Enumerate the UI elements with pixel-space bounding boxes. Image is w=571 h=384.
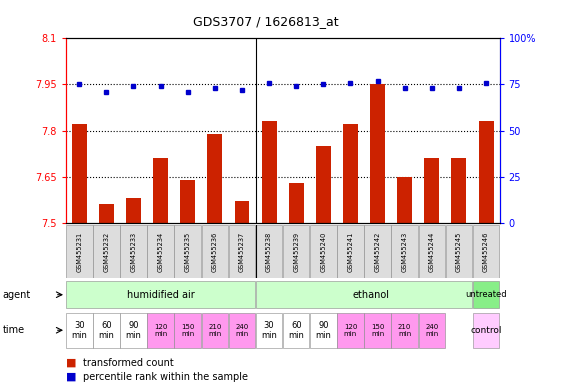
FancyBboxPatch shape — [120, 225, 147, 278]
Text: 120
min: 120 min — [344, 324, 357, 337]
Bar — [397, 177, 412, 223]
Text: untreated: untreated — [465, 290, 507, 299]
Text: GSM455240: GSM455240 — [320, 231, 327, 272]
Text: GSM455243: GSM455243 — [401, 232, 408, 271]
Bar — [316, 146, 331, 223]
Text: GSM455235: GSM455235 — [184, 232, 191, 271]
Text: 150
min: 150 min — [181, 324, 194, 337]
FancyBboxPatch shape — [256, 313, 283, 348]
Bar — [452, 158, 467, 223]
Text: GSM455232: GSM455232 — [103, 232, 110, 271]
FancyBboxPatch shape — [228, 313, 255, 348]
Text: 240
min: 240 min — [235, 324, 248, 337]
Bar — [478, 121, 493, 223]
FancyBboxPatch shape — [445, 225, 472, 278]
Text: 90
min: 90 min — [126, 321, 142, 340]
FancyBboxPatch shape — [473, 225, 500, 278]
Bar — [235, 201, 250, 223]
Text: agent: agent — [3, 290, 31, 300]
Text: 90
min: 90 min — [315, 321, 331, 340]
FancyBboxPatch shape — [473, 313, 500, 348]
FancyBboxPatch shape — [364, 225, 391, 278]
Bar — [207, 134, 222, 223]
FancyBboxPatch shape — [66, 225, 93, 278]
Bar — [180, 180, 195, 223]
Text: GSM455238: GSM455238 — [266, 232, 272, 271]
FancyBboxPatch shape — [174, 313, 201, 348]
Text: GSM455234: GSM455234 — [158, 232, 164, 271]
Text: GSM455244: GSM455244 — [429, 231, 435, 272]
FancyBboxPatch shape — [147, 313, 174, 348]
Text: 240
min: 240 min — [425, 324, 439, 337]
Text: 120
min: 120 min — [154, 324, 167, 337]
FancyBboxPatch shape — [66, 281, 255, 308]
Bar — [99, 204, 114, 223]
FancyBboxPatch shape — [310, 225, 337, 278]
Bar — [370, 84, 385, 223]
FancyBboxPatch shape — [391, 313, 418, 348]
FancyBboxPatch shape — [364, 313, 391, 348]
Text: control: control — [471, 326, 502, 335]
Bar — [424, 158, 439, 223]
Bar — [262, 121, 276, 223]
FancyBboxPatch shape — [473, 281, 500, 308]
FancyBboxPatch shape — [419, 225, 445, 278]
FancyBboxPatch shape — [391, 225, 418, 278]
Bar — [72, 124, 87, 223]
Text: 30
min: 30 min — [261, 321, 277, 340]
Text: 210
min: 210 min — [208, 324, 222, 337]
Text: 210
min: 210 min — [398, 324, 411, 337]
Text: GSM455241: GSM455241 — [347, 232, 353, 271]
Text: 60
min: 60 min — [98, 321, 114, 340]
FancyBboxPatch shape — [283, 225, 309, 278]
Text: 60
min: 60 min — [288, 321, 304, 340]
Text: 150
min: 150 min — [371, 324, 384, 337]
Text: humidified air: humidified air — [127, 290, 195, 300]
FancyBboxPatch shape — [202, 313, 228, 348]
Text: time: time — [3, 325, 25, 335]
FancyBboxPatch shape — [283, 313, 309, 348]
FancyBboxPatch shape — [310, 313, 337, 348]
Text: GSM455233: GSM455233 — [130, 232, 136, 271]
Text: GSM455236: GSM455236 — [212, 232, 218, 271]
FancyBboxPatch shape — [337, 225, 364, 278]
Bar — [289, 183, 304, 223]
Text: GSM455242: GSM455242 — [375, 231, 381, 272]
Text: GSM455237: GSM455237 — [239, 232, 245, 271]
FancyBboxPatch shape — [120, 313, 147, 348]
Text: GSM455245: GSM455245 — [456, 231, 462, 272]
Text: ■: ■ — [66, 372, 76, 382]
Text: ethanol: ethanol — [352, 290, 389, 300]
FancyBboxPatch shape — [337, 313, 364, 348]
FancyBboxPatch shape — [202, 225, 228, 278]
Bar — [126, 198, 141, 223]
Bar — [153, 158, 168, 223]
Text: GSM455239: GSM455239 — [293, 232, 299, 271]
Text: percentile rank within the sample: percentile rank within the sample — [83, 372, 248, 382]
Text: transformed count: transformed count — [83, 358, 174, 368]
FancyBboxPatch shape — [147, 225, 174, 278]
FancyBboxPatch shape — [228, 225, 255, 278]
FancyBboxPatch shape — [419, 313, 445, 348]
Text: GDS3707 / 1626813_at: GDS3707 / 1626813_at — [192, 15, 339, 28]
FancyBboxPatch shape — [256, 281, 472, 308]
FancyBboxPatch shape — [93, 225, 120, 278]
Text: 30
min: 30 min — [71, 321, 87, 340]
Text: GSM455246: GSM455246 — [483, 231, 489, 272]
Text: GSM455231: GSM455231 — [76, 232, 82, 271]
Text: ■: ■ — [66, 358, 76, 368]
FancyBboxPatch shape — [256, 225, 283, 278]
FancyBboxPatch shape — [174, 225, 201, 278]
Bar — [343, 124, 358, 223]
FancyBboxPatch shape — [93, 313, 120, 348]
FancyBboxPatch shape — [66, 313, 93, 348]
